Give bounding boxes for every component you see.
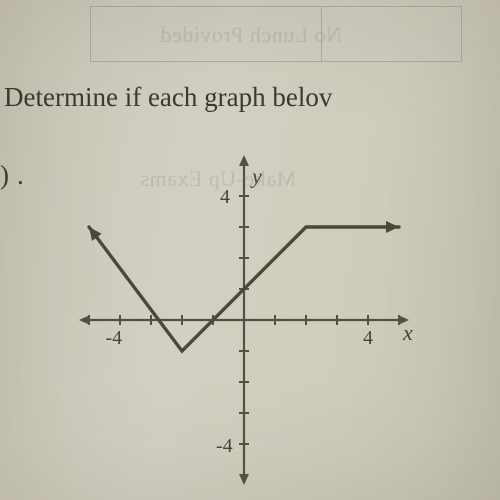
svg-text:-4: -4 bbox=[105, 327, 122, 349]
svg-text:-4: -4 bbox=[216, 435, 233, 457]
graph: y x 4 -4 -4 4 bbox=[48, 148, 448, 488]
ghost-text-1: No Lunch Provided bbox=[160, 22, 342, 48]
item-paren: ) bbox=[0, 160, 9, 190]
graph-svg: y x 4 -4 -4 4 bbox=[48, 148, 448, 488]
svg-text:x: x bbox=[402, 320, 413, 345]
item-dot: . bbox=[17, 160, 24, 190]
page-root: No Lunch Provided Make-Up Exams Determin… bbox=[0, 0, 500, 500]
item-label: ). bbox=[0, 160, 24, 191]
svg-text:4: 4 bbox=[363, 327, 373, 349]
svg-text:4: 4 bbox=[220, 186, 230, 208]
question-text: Determine if each graph belov bbox=[0, 82, 500, 113]
svg-text:y: y bbox=[250, 163, 262, 188]
